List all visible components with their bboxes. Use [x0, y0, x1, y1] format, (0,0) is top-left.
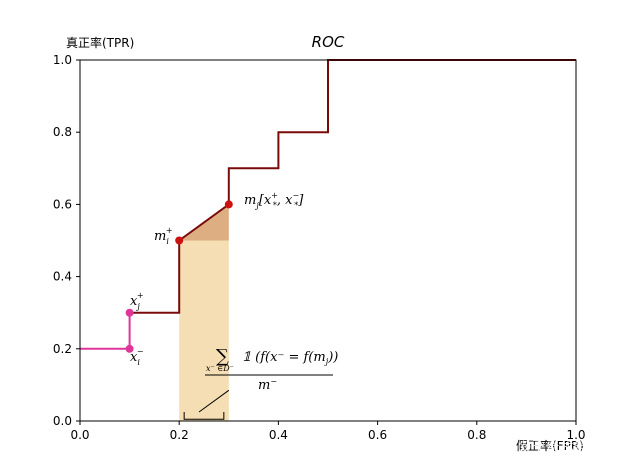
data-point-0: [125, 344, 134, 353]
y-tick-label: 0.2: [53, 342, 72, 356]
xj-sub: j: [135, 302, 140, 311]
xi-sup: −: [137, 347, 144, 356]
data-points: [125, 200, 233, 353]
xj-sup: +: [137, 291, 144, 300]
data-point-3: [224, 200, 233, 209]
mj-sub1: *: [273, 201, 277, 210]
series-line-1: [129, 59, 576, 314]
formula-sum-sub: x⁻ ∈D⁻: [206, 364, 234, 373]
formula-numerator: 𝟙 (f(x⁻ = f(mj)): [242, 350, 338, 366]
mi-sub: i: [166, 237, 169, 246]
formula-denominator: m−: [258, 377, 277, 393]
formula-arrow: [183, 389, 230, 420]
y-axis-label: 真正率(TPR): [66, 35, 134, 50]
arrow-line: [198, 389, 230, 413]
data-point-1: [125, 308, 134, 317]
y-tick-label: 1.0: [53, 53, 72, 67]
chart-title: ROC: [312, 33, 345, 51]
xi-base: x: [130, 350, 138, 365]
mj-sup2: −: [293, 191, 300, 200]
axis-ticks: 0.0 0.2 0.4 0.6 0.8 1.0 0.0 0.2 0.4 0.6 0.8 1.0: [53, 53, 586, 442]
watermark: 知乎 @王哥我是小琦: [485, 438, 615, 455]
label-mj: mj[x+ *, x− *]: [244, 191, 304, 210]
series-line-0: [80, 312, 131, 350]
x-axis-label: 假正率(FPR): [516, 438, 584, 453]
formula: ∑ x⁻ ∈D⁻ 𝟙 (f(x⁻ = f(mj)) m−: [205, 346, 338, 393]
y-tick-label: 0.0: [53, 414, 72, 428]
shaded-region-0: [179, 240, 229, 421]
label-mi-plus: mi +: [154, 226, 173, 246]
mj-base: m: [244, 193, 256, 208]
mj-mid: , x: [277, 193, 293, 208]
x-tick-label: 0.0: [70, 428, 89, 442]
mi-sup: +: [166, 226, 173, 235]
y-tick-label: 0.4: [53, 270, 72, 284]
y-tick-label: 0.8: [53, 125, 72, 139]
bracket: [183, 411, 225, 420]
formula-den-sup: −: [270, 377, 277, 386]
label-xi-minus: xi −: [130, 347, 144, 367]
mj-sup1: +: [271, 191, 278, 200]
mi-base: m: [154, 229, 166, 244]
mj-end: ]: [297, 193, 304, 208]
x-tick-label: 0.4: [269, 428, 288, 442]
data-point-2: [175, 236, 184, 245]
roc-lines: [80, 59, 576, 350]
shaded-regions: [179, 204, 229, 421]
xj-base: x: [130, 294, 138, 309]
mj-sub2: *: [294, 201, 298, 210]
x-tick-label: 0.8: [467, 428, 486, 442]
y-tick-label: 0.6: [53, 197, 72, 211]
formula-num-sub: j: [324, 357, 329, 366]
formula-den-main: m: [258, 378, 270, 393]
plot-frame: [79, 59, 577, 422]
x-tick-label: 0.6: [368, 428, 387, 442]
xi-sub: i: [137, 358, 140, 367]
label-xj-plus: xj +: [130, 291, 144, 311]
formula-num-end: )): [327, 350, 338, 365]
mj-sub: j: [254, 201, 259, 210]
x-tick-label: 1.0: [566, 428, 585, 442]
formula-num-main: 𝟙 (f(x⁻ = f(m: [242, 350, 326, 365]
formula-sum: ∑: [216, 346, 229, 367]
mj-rest: [x: [259, 193, 272, 208]
x-tick-label: 0.2: [170, 428, 189, 442]
